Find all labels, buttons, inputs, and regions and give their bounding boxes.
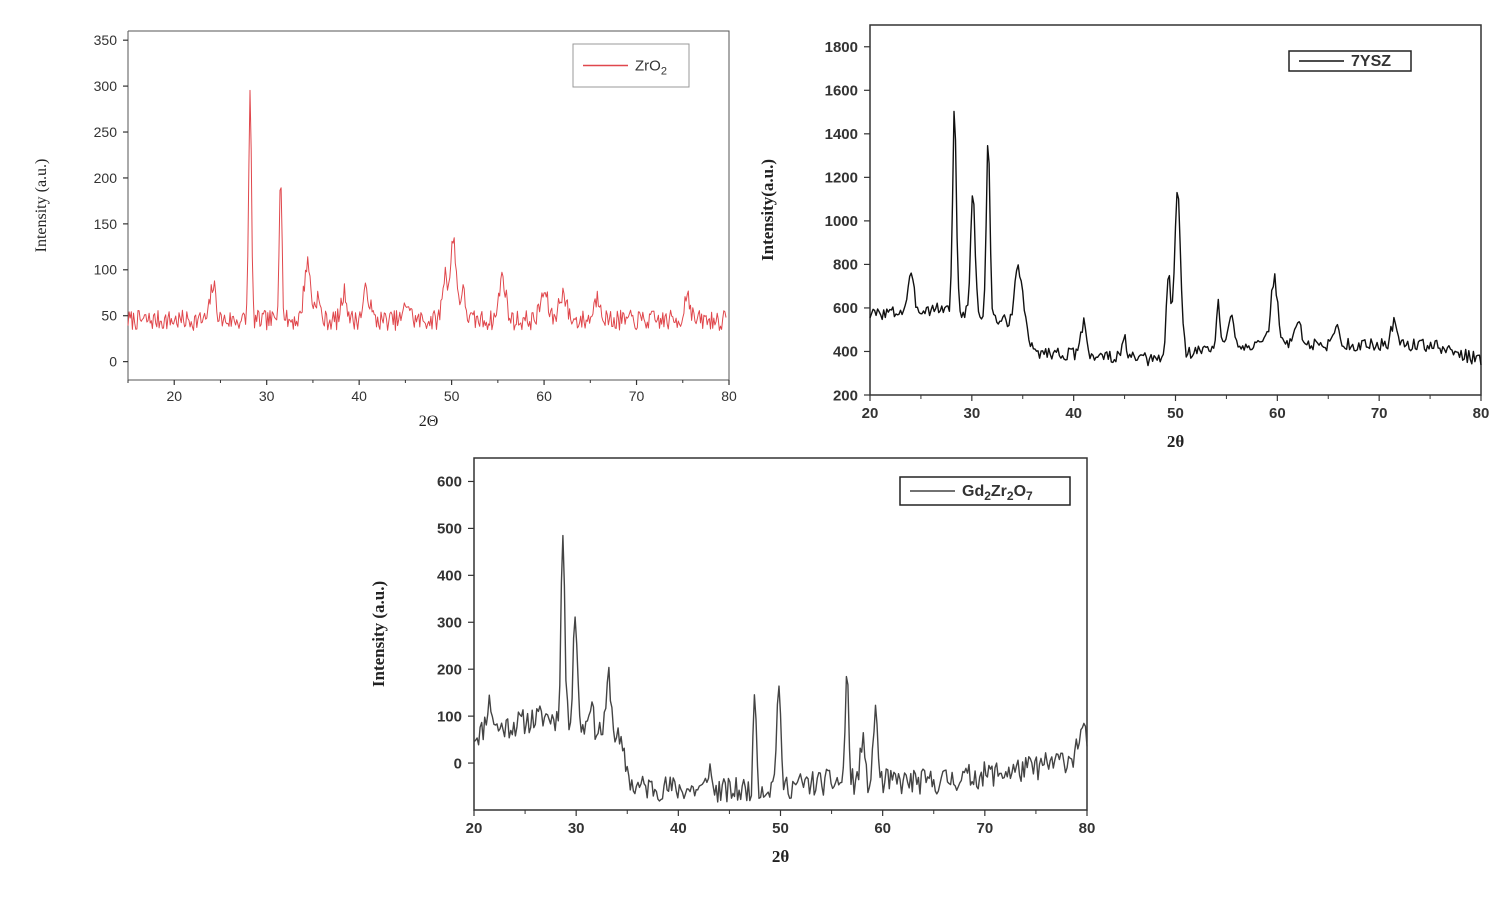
ysz-data-line [869,110,1482,367]
ysz-x-tick-label: 40 [1065,405,1082,422]
gzo-y-tick-label: 100 [437,708,462,725]
gzo-x-tick-label: 60 [874,820,891,837]
zro2-legend-sub: 2 [661,66,667,78]
zro2-x-tick-label: 30 [259,388,275,404]
gzo-y-tick-label: 300 [437,615,462,632]
zro2-x-tick-label: 20 [166,388,182,404]
zro2-y-tick-label: 200 [94,170,118,186]
ysz-x-tick-label: 70 [1371,405,1388,422]
gzo-plot-frame [473,457,1088,811]
gzo-x-tick-label: 50 [772,820,789,837]
zro2-data-line [127,89,727,331]
gzo-legend-sub2: 2 [1007,489,1014,503]
gzo-x-tick-label: 80 [1079,820,1096,837]
zro2-x-tick-label: 70 [629,388,645,404]
zro2-x-tick-label: 80 [721,388,737,404]
zro2-y-axis-title: Intensity (a.u.) [33,159,50,253]
ysz-legend-box [1288,50,1412,72]
ysz-y-tick-label: 200 [833,387,858,404]
gzo-y-tick-label: 200 [437,661,462,678]
ysz-x-tick-label: 50 [1167,405,1184,422]
gzo-x-axis-title: 2θ [772,847,790,866]
ysz-y-tick-label: 1000 [825,213,858,230]
gzo-legend-sub: 2 [984,489,991,503]
ysz-legend-label: 7YSZ [1351,53,1391,70]
gzo-legend-main3: O [1014,483,1026,500]
gzo-y-tick-label: 0 [454,755,462,772]
ysz-x-tick-label: 60 [1269,405,1286,422]
zro2-y-tick-label: 250 [94,124,118,140]
gzo-x-tick-label: 70 [976,820,993,837]
ysz-y-axis-title: Intensity(a.u.) [758,159,777,261]
ysz-x-axis-title: 2θ [1167,432,1185,451]
ysz-legend-main: 7YSZ [1351,53,1391,70]
zro2-y-tick-label: 150 [94,216,118,232]
zro2-x-axis-title: 2Θ [419,413,439,430]
zro2-x-tick-label: 40 [351,388,367,404]
gzo-y-tick-label: 500 [437,521,462,538]
ysz-y-tick-label: 400 [833,344,858,361]
zro2-y-tick-label: 50 [101,308,117,324]
ysz-chart: 20 30 40 50 60 70 80 200 400 600 800 1000 1200 1400 16… [758,24,1490,451]
zro2-y-tick-label: 350 [94,32,118,48]
zro2-legend-label: ZrO2 [635,58,667,78]
gzo-legend-sub3: 7 [1026,489,1033,503]
gzo-y-tick-label: 400 [437,568,462,585]
ysz-y-tick-label: 600 [833,300,858,317]
zro2-y-tick-label: 100 [94,262,118,278]
ysz-y-tick-label: 800 [833,257,858,274]
gzo-x-tick-label: 30 [568,820,585,837]
zro2-x-tick-label: 50 [444,388,460,404]
ysz-y-tick-label: 1400 [825,126,858,143]
zro2-chart: 20 30 40 50 60 70 80 0 50 100 150 200 250 300 350 2Θ Int… [33,30,737,430]
ysz-y-tick-label: 1200 [825,170,858,187]
gzo-data-line [473,534,1088,803]
gzo-x-tick-label: 40 [670,820,687,837]
gzo-legend-label: Gd2Zr2O7 [962,483,1033,503]
zro2-legend-main: ZrO [635,58,661,75]
zro2-x-tick-label: 60 [536,388,552,404]
gzo-legend-main: Gd [962,483,984,500]
ysz-y-tick-label: 1800 [825,39,858,56]
zro2-y-tick-label: 0 [109,354,117,370]
ysz-x-tick-label: 20 [862,405,879,422]
gzo-chart: 20 30 40 50 60 70 80 0 100 200 300 400 500 600 2θ Inten… [369,457,1096,866]
ysz-x-tick-label: 30 [963,405,980,422]
gzo-x-tick-label: 20 [466,820,483,837]
gzo-legend-main2: Zr [991,483,1007,500]
gzo-y-axis-title: Intensity (a.u.) [369,581,388,687]
gzo-y-tick-label: 600 [437,474,462,491]
ysz-y-tick-label: 1600 [825,83,858,100]
ysz-x-tick-label: 80 [1473,405,1490,422]
zro2-y-tick-label: 300 [94,78,118,94]
